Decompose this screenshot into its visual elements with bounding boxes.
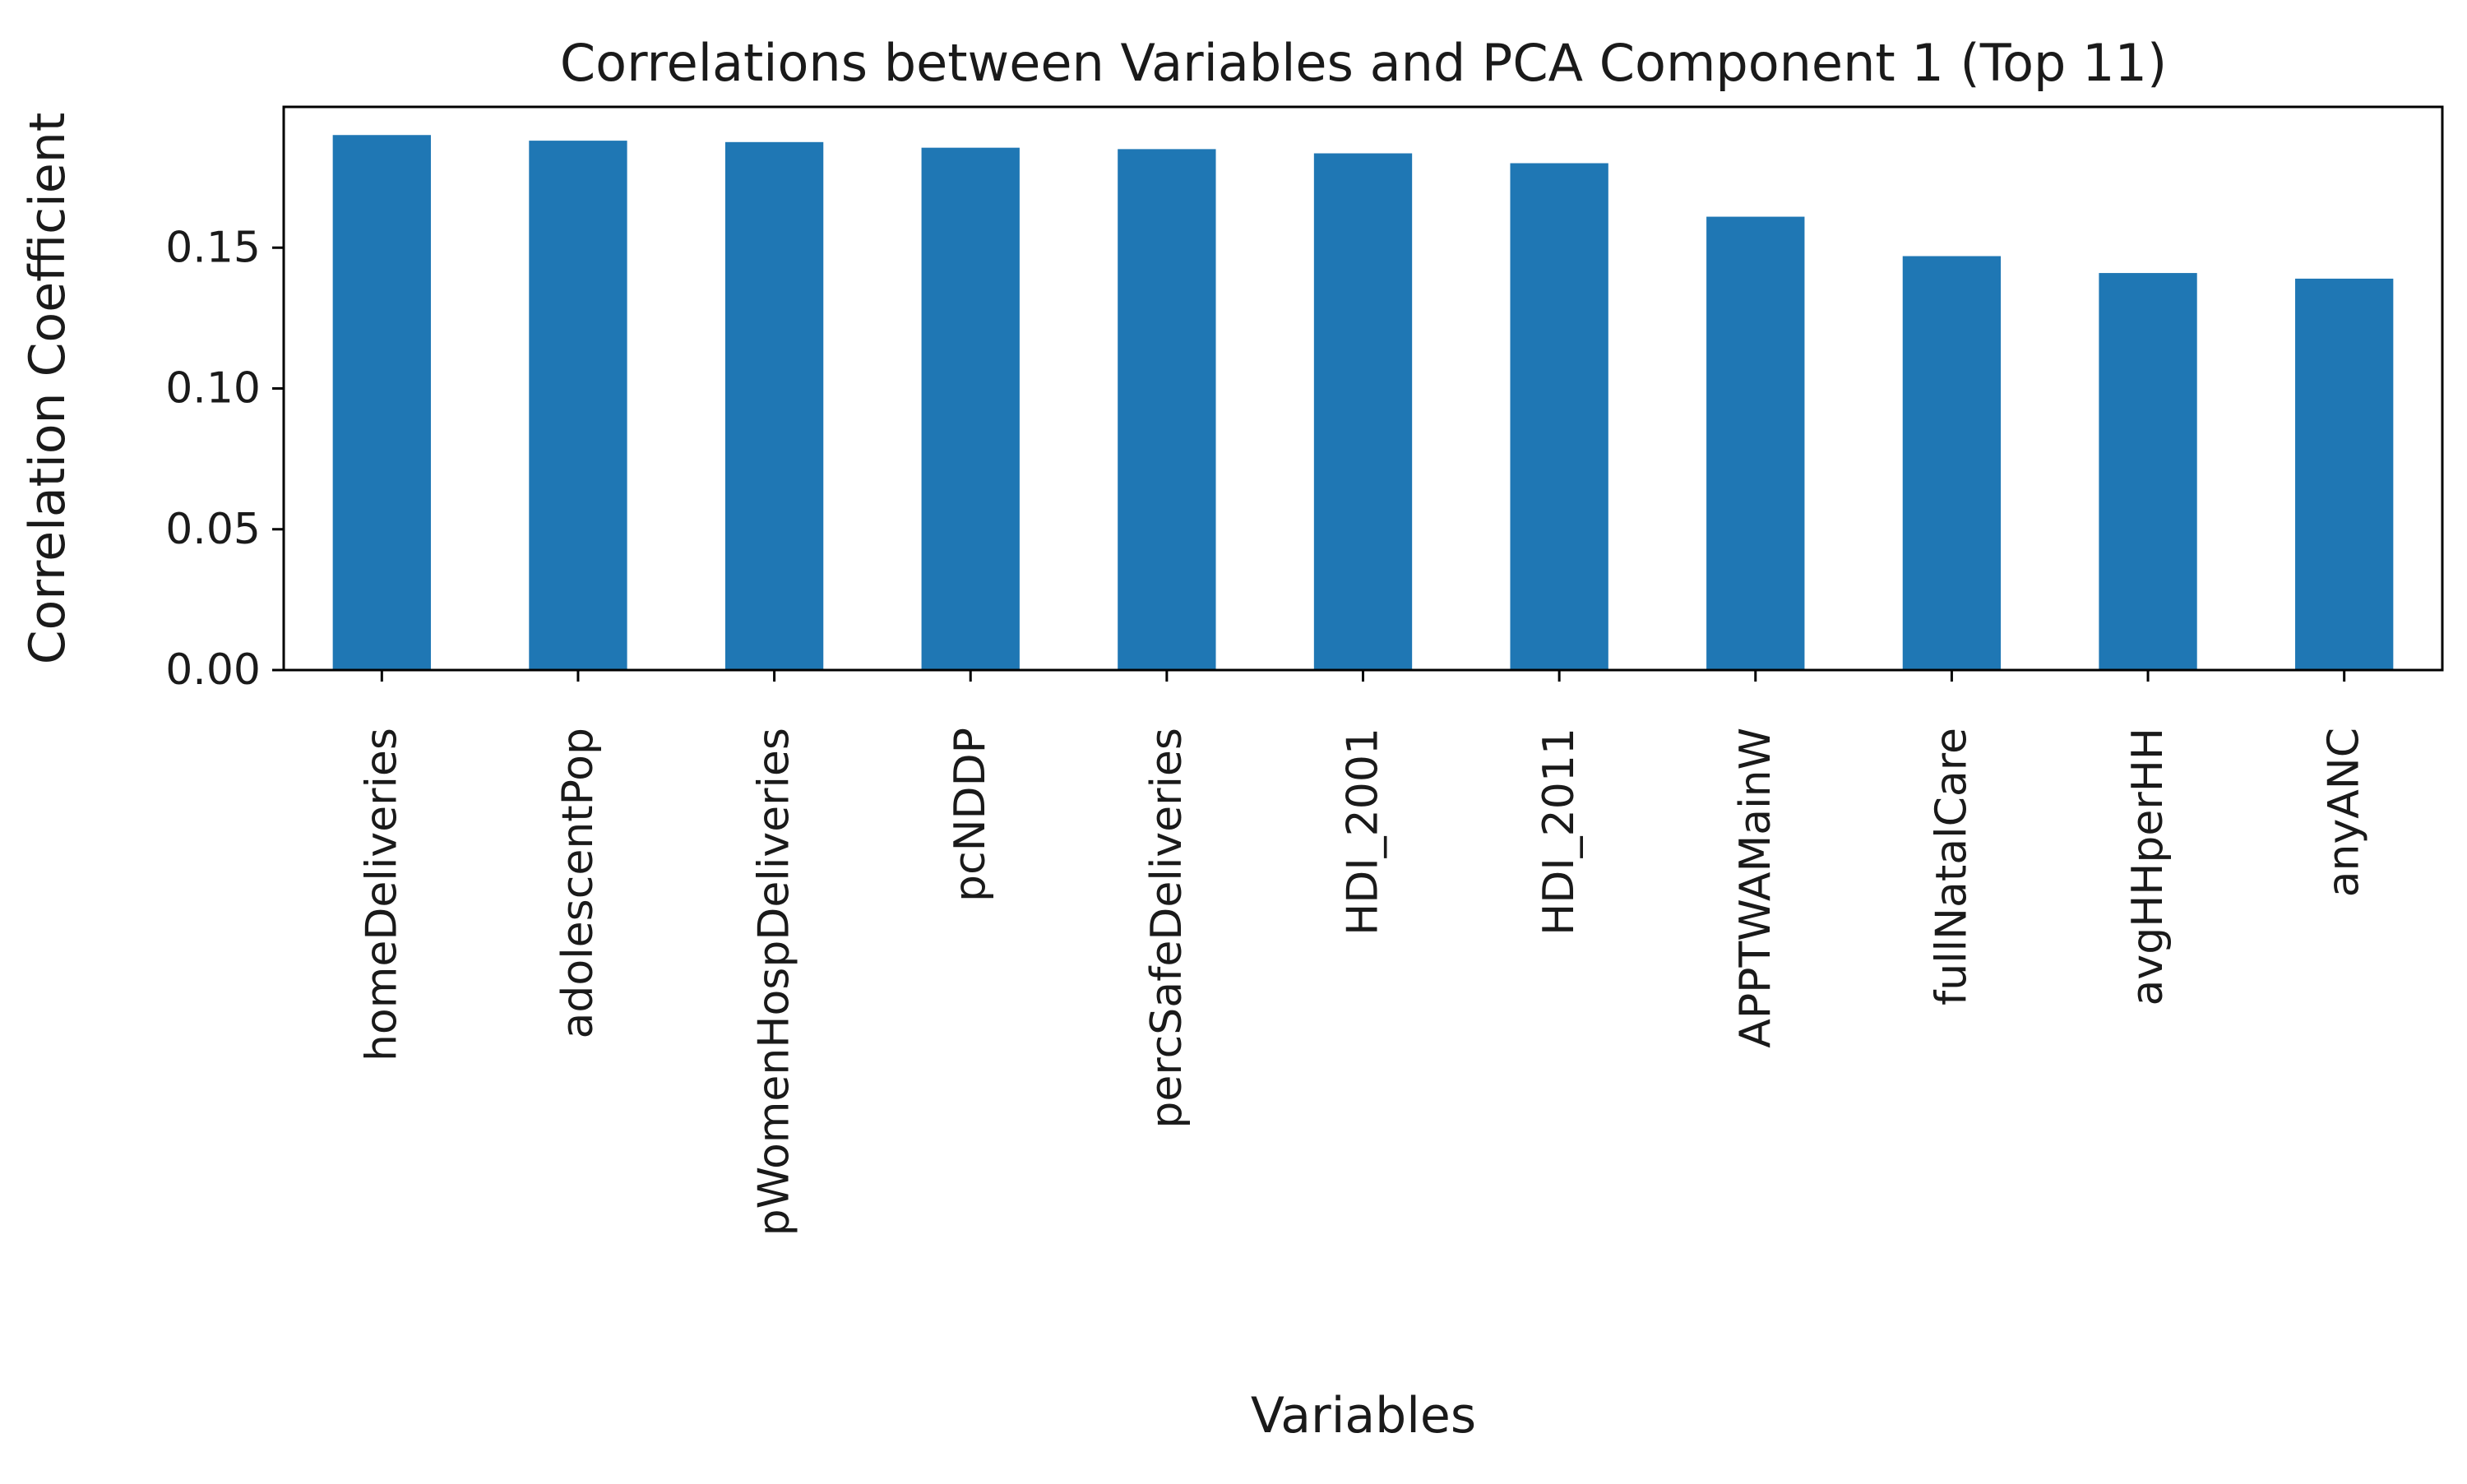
y-tick-label: 0.15: [165, 223, 261, 272]
x-tick-label: adolescentPop: [553, 728, 603, 1038]
x-tick-label: avgHHperHH: [2123, 728, 2173, 1006]
y-tick-label: 0.05: [165, 505, 261, 554]
y-axis: 0.00 0.05 0.10 0.15: [165, 223, 284, 695]
x-tick-label: percSafeDeliveries: [1142, 728, 1192, 1129]
plot-frame: [282, 105, 2444, 672]
x-tick-label: HDI_2001: [1339, 728, 1388, 936]
x-tick-label: pcNDDP: [946, 728, 995, 902]
x-tick-label: HDI_2011: [1534, 728, 1584, 936]
x-axis: homeDeliveries adolescentPop pWomenHospDel…: [357, 670, 2369, 1236]
bar-avgHHperHH: [2099, 273, 2197, 670]
bar-adolescentPop: [529, 141, 627, 671]
bar-pcNDDP: [921, 147, 1020, 671]
y-tick-label: 0.00: [165, 645, 261, 695]
bar-homeDeliveries: [332, 135, 431, 670]
chart-title: Correlations between Variables and PCA C…: [560, 33, 2167, 93]
x-tick-label: fullNatalCare: [1927, 728, 1976, 1006]
bar-HDI_2011: [1510, 163, 1608, 670]
bar-percSafeDeliveries: [1118, 149, 1216, 670]
x-tick-label: APPTWAMainW: [1731, 728, 1780, 1048]
bar-fullNatalCare: [1902, 256, 2002, 670]
bars-layer: [332, 135, 2394, 671]
bar-HDI_2001: [1313, 153, 1413, 670]
y-tick-label: 0.10: [165, 364, 261, 414]
x-tick-label: homeDeliveries: [357, 728, 406, 1061]
y-axis-label: Correlation Coefficient: [19, 113, 76, 665]
bar-APPTWAMainW: [1706, 216, 1805, 670]
x-axis-label: Variables: [1251, 1387, 1476, 1445]
bar-pWomenHospDeliveries: [724, 141, 824, 670]
x-tick-label: anyANC: [2320, 728, 2369, 897]
bar-anyANC: [2295, 278, 2394, 670]
x-tick-label: pWomenHospDeliveries: [750, 728, 799, 1236]
